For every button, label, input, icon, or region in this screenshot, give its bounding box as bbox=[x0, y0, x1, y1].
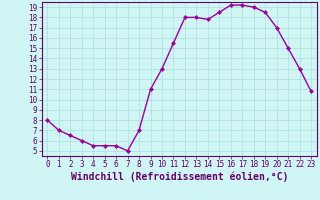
X-axis label: Windchill (Refroidissement éolien,°C): Windchill (Refroidissement éolien,°C) bbox=[70, 172, 288, 182]
